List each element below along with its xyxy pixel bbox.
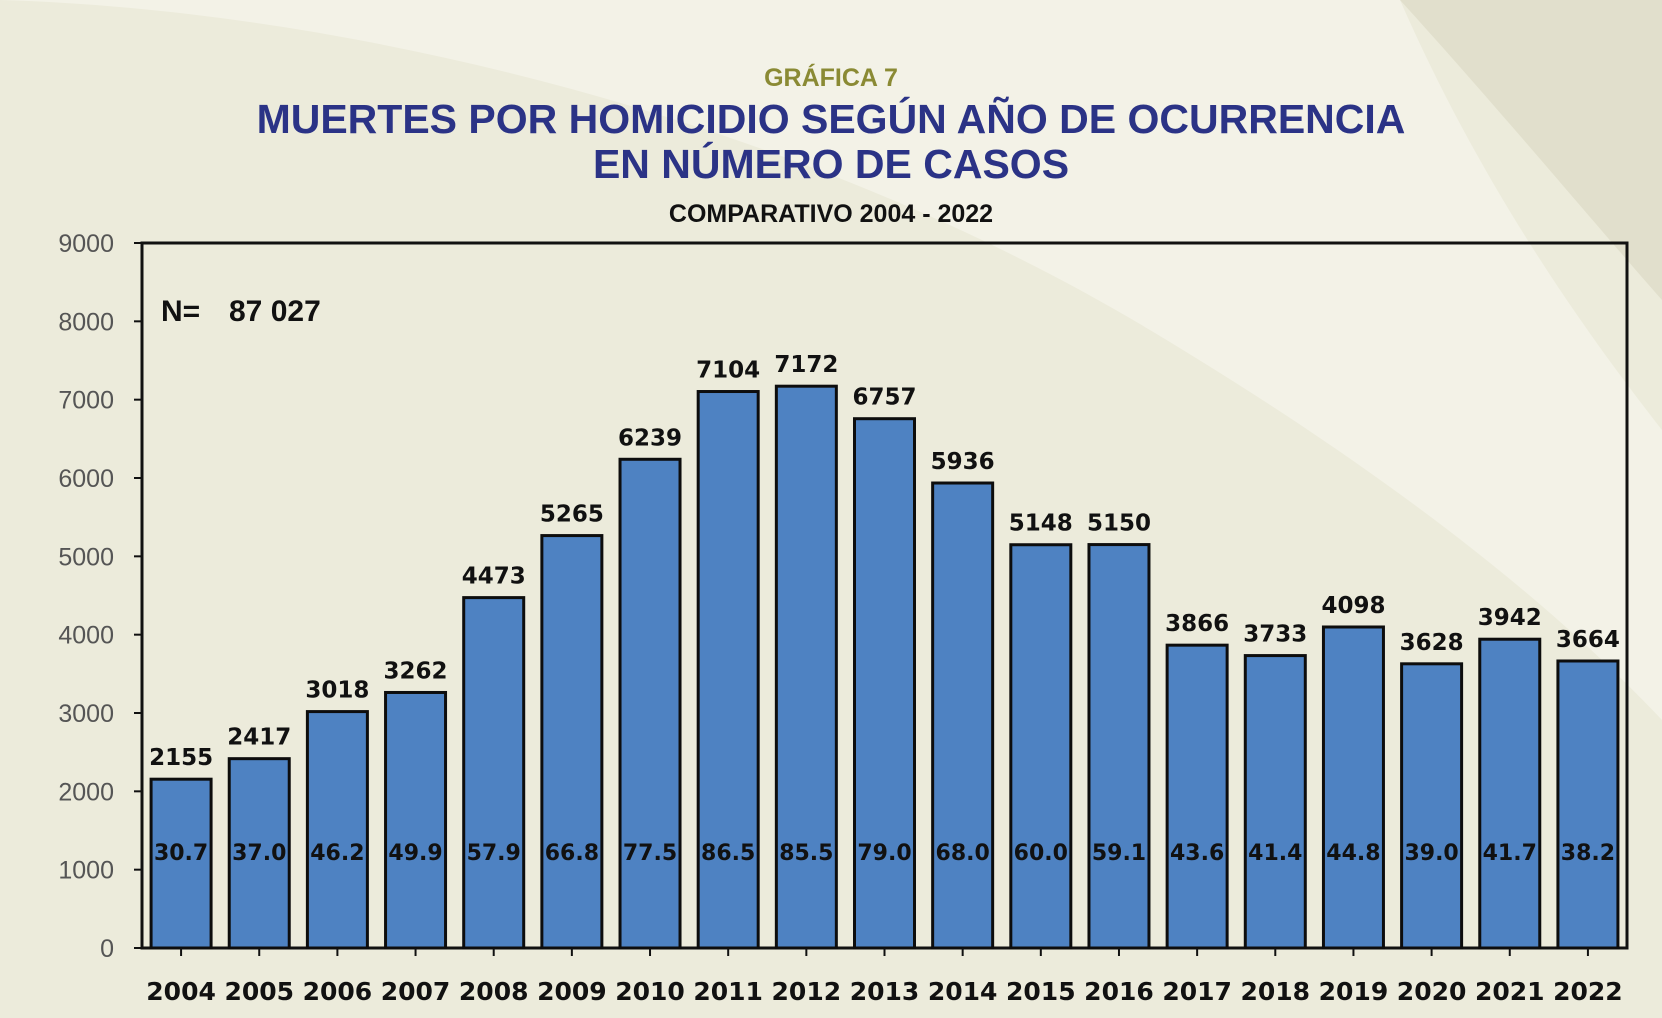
bar	[462, 596, 526, 950]
y-tick-label: 1000	[58, 857, 114, 885]
x-tick-label: 2017	[1162, 977, 1232, 1006]
bar-value-label: 3262	[384, 658, 448, 684]
bar-rate-label: 59.1	[1092, 841, 1146, 866]
bar-value-label: 3942	[1478, 605, 1542, 631]
bar-value-label: 3018	[305, 678, 369, 704]
bar-rate-label: 49.9	[388, 841, 442, 866]
bar-rate-label: 60.0	[1014, 841, 1068, 866]
bar-value-label: 5150	[1087, 511, 1151, 537]
x-tick-label: 2021	[1475, 977, 1545, 1006]
bar-value-label: 5265	[540, 502, 604, 528]
y-tick-label: 6000	[58, 465, 114, 493]
bar-value-label: 3664	[1556, 627, 1620, 653]
bar-rate-label: 39.0	[1404, 841, 1458, 866]
x-tick-label: 2010	[615, 977, 685, 1006]
bar	[1321, 625, 1385, 950]
bar	[149, 777, 213, 950]
bar-value-label: 7104	[696, 358, 760, 384]
x-tick-label: 2009	[537, 977, 607, 1006]
bar	[305, 710, 369, 950]
bar-rate-label: 77.5	[623, 841, 677, 866]
bar-value-label: 3628	[1400, 630, 1464, 656]
bar	[1009, 543, 1073, 950]
x-tick-label: 2018	[1240, 977, 1310, 1006]
x-tick-label: 2014	[928, 977, 998, 1006]
chart-title-line1: MUERTES POR HOMICIDIO SEGÚN AÑO DE OCURR…	[256, 96, 1406, 142]
bar-value-label: 5936	[931, 449, 995, 475]
y-tick-label: 3000	[58, 700, 114, 728]
bar-rate-label: 86.5	[701, 841, 755, 866]
bar-rate-label: 68.0	[936, 841, 990, 866]
bar-rate-label: 85.5	[779, 841, 833, 866]
bar-value-label: 6239	[618, 425, 682, 451]
bar-rate-label: 37.0	[232, 841, 286, 866]
bar	[1243, 654, 1307, 950]
x-tick-label: 2015	[1006, 977, 1076, 1006]
bar-value-label: 2417	[227, 725, 291, 751]
x-tick-label: 2006	[303, 977, 373, 1006]
y-tick-label: 0	[100, 935, 114, 963]
bar-value-label: 3866	[1165, 611, 1229, 637]
x-tick-label: 2008	[459, 977, 529, 1006]
n-label: N=	[161, 295, 200, 328]
bar-value-label: 3733	[1243, 622, 1307, 648]
bar	[618, 457, 682, 950]
x-tick-label: 2022	[1553, 977, 1623, 1006]
chart-title-line2: EN NÚMERO DE CASOS	[592, 141, 1070, 187]
x-tick-label: 2019	[1319, 977, 1389, 1006]
bar-rate-label: 41.7	[1483, 841, 1537, 866]
y-tick-label: 2000	[58, 778, 114, 806]
bar	[1400, 662, 1464, 950]
x-tick-label: 2013	[850, 977, 920, 1006]
bar-rate-label: 79.0	[857, 841, 911, 866]
bar-value-label: 7172	[774, 352, 838, 378]
bar	[1556, 659, 1620, 950]
bar-rate-label: 30.7	[154, 841, 208, 866]
bar	[384, 690, 448, 950]
x-tick-label: 2011	[693, 977, 763, 1006]
x-tick-label: 2016	[1084, 977, 1154, 1006]
chart-eyebrow: GRÁFICA 7	[764, 64, 898, 92]
bar-value-label: 2155	[149, 745, 213, 771]
bar-rate-label: 66.8	[545, 841, 599, 866]
y-tick-label: 9000	[58, 230, 114, 258]
chart-subtitle: COMPARATIVO 2004 - 2022	[668, 200, 994, 228]
bar-rate-label: 41.4	[1248, 841, 1302, 866]
bar	[540, 534, 604, 950]
bar	[1165, 643, 1229, 950]
x-tick-label: 2005	[224, 977, 294, 1006]
x-tick-label: 2004	[146, 977, 216, 1006]
y-tick-label: 5000	[58, 543, 114, 571]
y-tick-label: 4000	[58, 622, 114, 650]
bar-rate-label: 38.2	[1561, 841, 1615, 866]
bar-rate-label: 44.8	[1326, 841, 1380, 866]
bar-value-label: 4098	[1321, 593, 1385, 619]
bar-rate-label: 46.2	[310, 841, 364, 866]
bar-value-label: 5148	[1009, 511, 1073, 537]
x-tick-label: 2012	[772, 977, 842, 1006]
bar	[1087, 543, 1151, 950]
bar-rate-label: 43.6	[1170, 841, 1224, 866]
bar-value-label: 4473	[462, 564, 526, 590]
bar-value-label: 6757	[852, 385, 916, 411]
bar	[1478, 637, 1542, 950]
bar	[931, 481, 995, 950]
y-tick-label: 8000	[58, 308, 114, 336]
bar	[853, 417, 916, 950]
x-tick-label: 2007	[381, 977, 451, 1006]
n-value: 87 027	[229, 295, 321, 328]
y-tick-label: 7000	[58, 387, 114, 415]
bar-rate-label: 57.9	[467, 841, 521, 866]
x-tick-label: 2020	[1397, 977, 1467, 1006]
